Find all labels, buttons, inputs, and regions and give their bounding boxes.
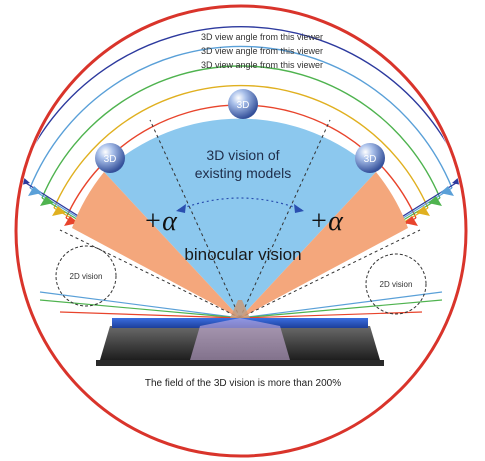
alpha-label-left: +α [143,206,178,237]
alpha-sector-right [240,172,408,318]
side-circle-left [55,245,117,307]
side-circle-right [365,253,427,315]
sphere-top-label: 3D [237,100,250,111]
binocular-vision-label: binocular vision [184,245,301,264]
sphere-left: 3D [95,143,125,173]
sphere-right-label: 3D [364,154,377,165]
arc-labels: 3D view angle from this viewer 3D view a… [201,32,323,70]
arc-label-3: 3D view angle from this viewer [201,60,323,70]
sphere-left-label: 3D [104,154,117,165]
side-circle-right-label: 2D vision [380,280,413,289]
caption: The field of the 3D vision is more than … [145,378,341,389]
alpha-label-right: +α [309,206,344,237]
sphere-right: 3D [355,143,385,173]
arc-label-2: 3D view angle from this viewer [201,46,323,56]
display-unit [96,300,384,366]
arc-label-1: 3D view angle from this viewer [201,32,323,42]
view-angle-arcs [18,26,464,219]
center-text-line1: 3D vision of [206,147,279,163]
alpha-sector-left [72,172,240,318]
sphere-top: 3D [228,89,258,119]
boundary-dashed-lines [59,119,421,319]
spread-arrow [176,197,304,213]
side-circle-left-label: 2D vision [70,272,103,281]
center-text-line2: existing models [195,165,292,181]
